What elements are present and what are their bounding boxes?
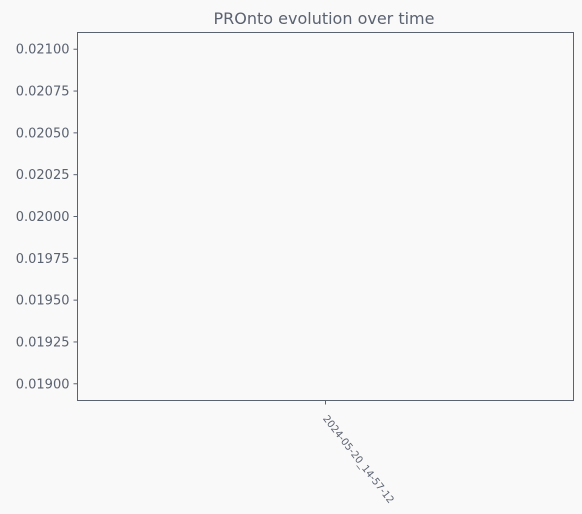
y-axis: 0.01900 0.01925 0.01950 0.01975 0.02000 0.020… xyxy=(16,43,78,392)
y-tick-label: 0.02050 xyxy=(16,126,70,141)
chart-title: PROnto evolution over time xyxy=(214,9,435,28)
y-tick-label: 0.02075 xyxy=(16,85,70,100)
y-tick-label: 0.01900 xyxy=(16,377,70,392)
y-tick-label: 0.01925 xyxy=(16,335,70,350)
x-axis: 2024-05-20_14-57-12 xyxy=(320,400,396,506)
plot-area-frame xyxy=(77,32,574,401)
x-tick-label: 2024-05-20_14-57-12 xyxy=(320,414,395,506)
y-tick-label: 0.02100 xyxy=(16,43,70,58)
y-tick-label: 0.02025 xyxy=(16,168,70,183)
y-tick-label: 0.01950 xyxy=(16,294,70,309)
y-tick-label: 0.02000 xyxy=(16,210,70,225)
y-tick-label: 0.01975 xyxy=(16,252,70,267)
